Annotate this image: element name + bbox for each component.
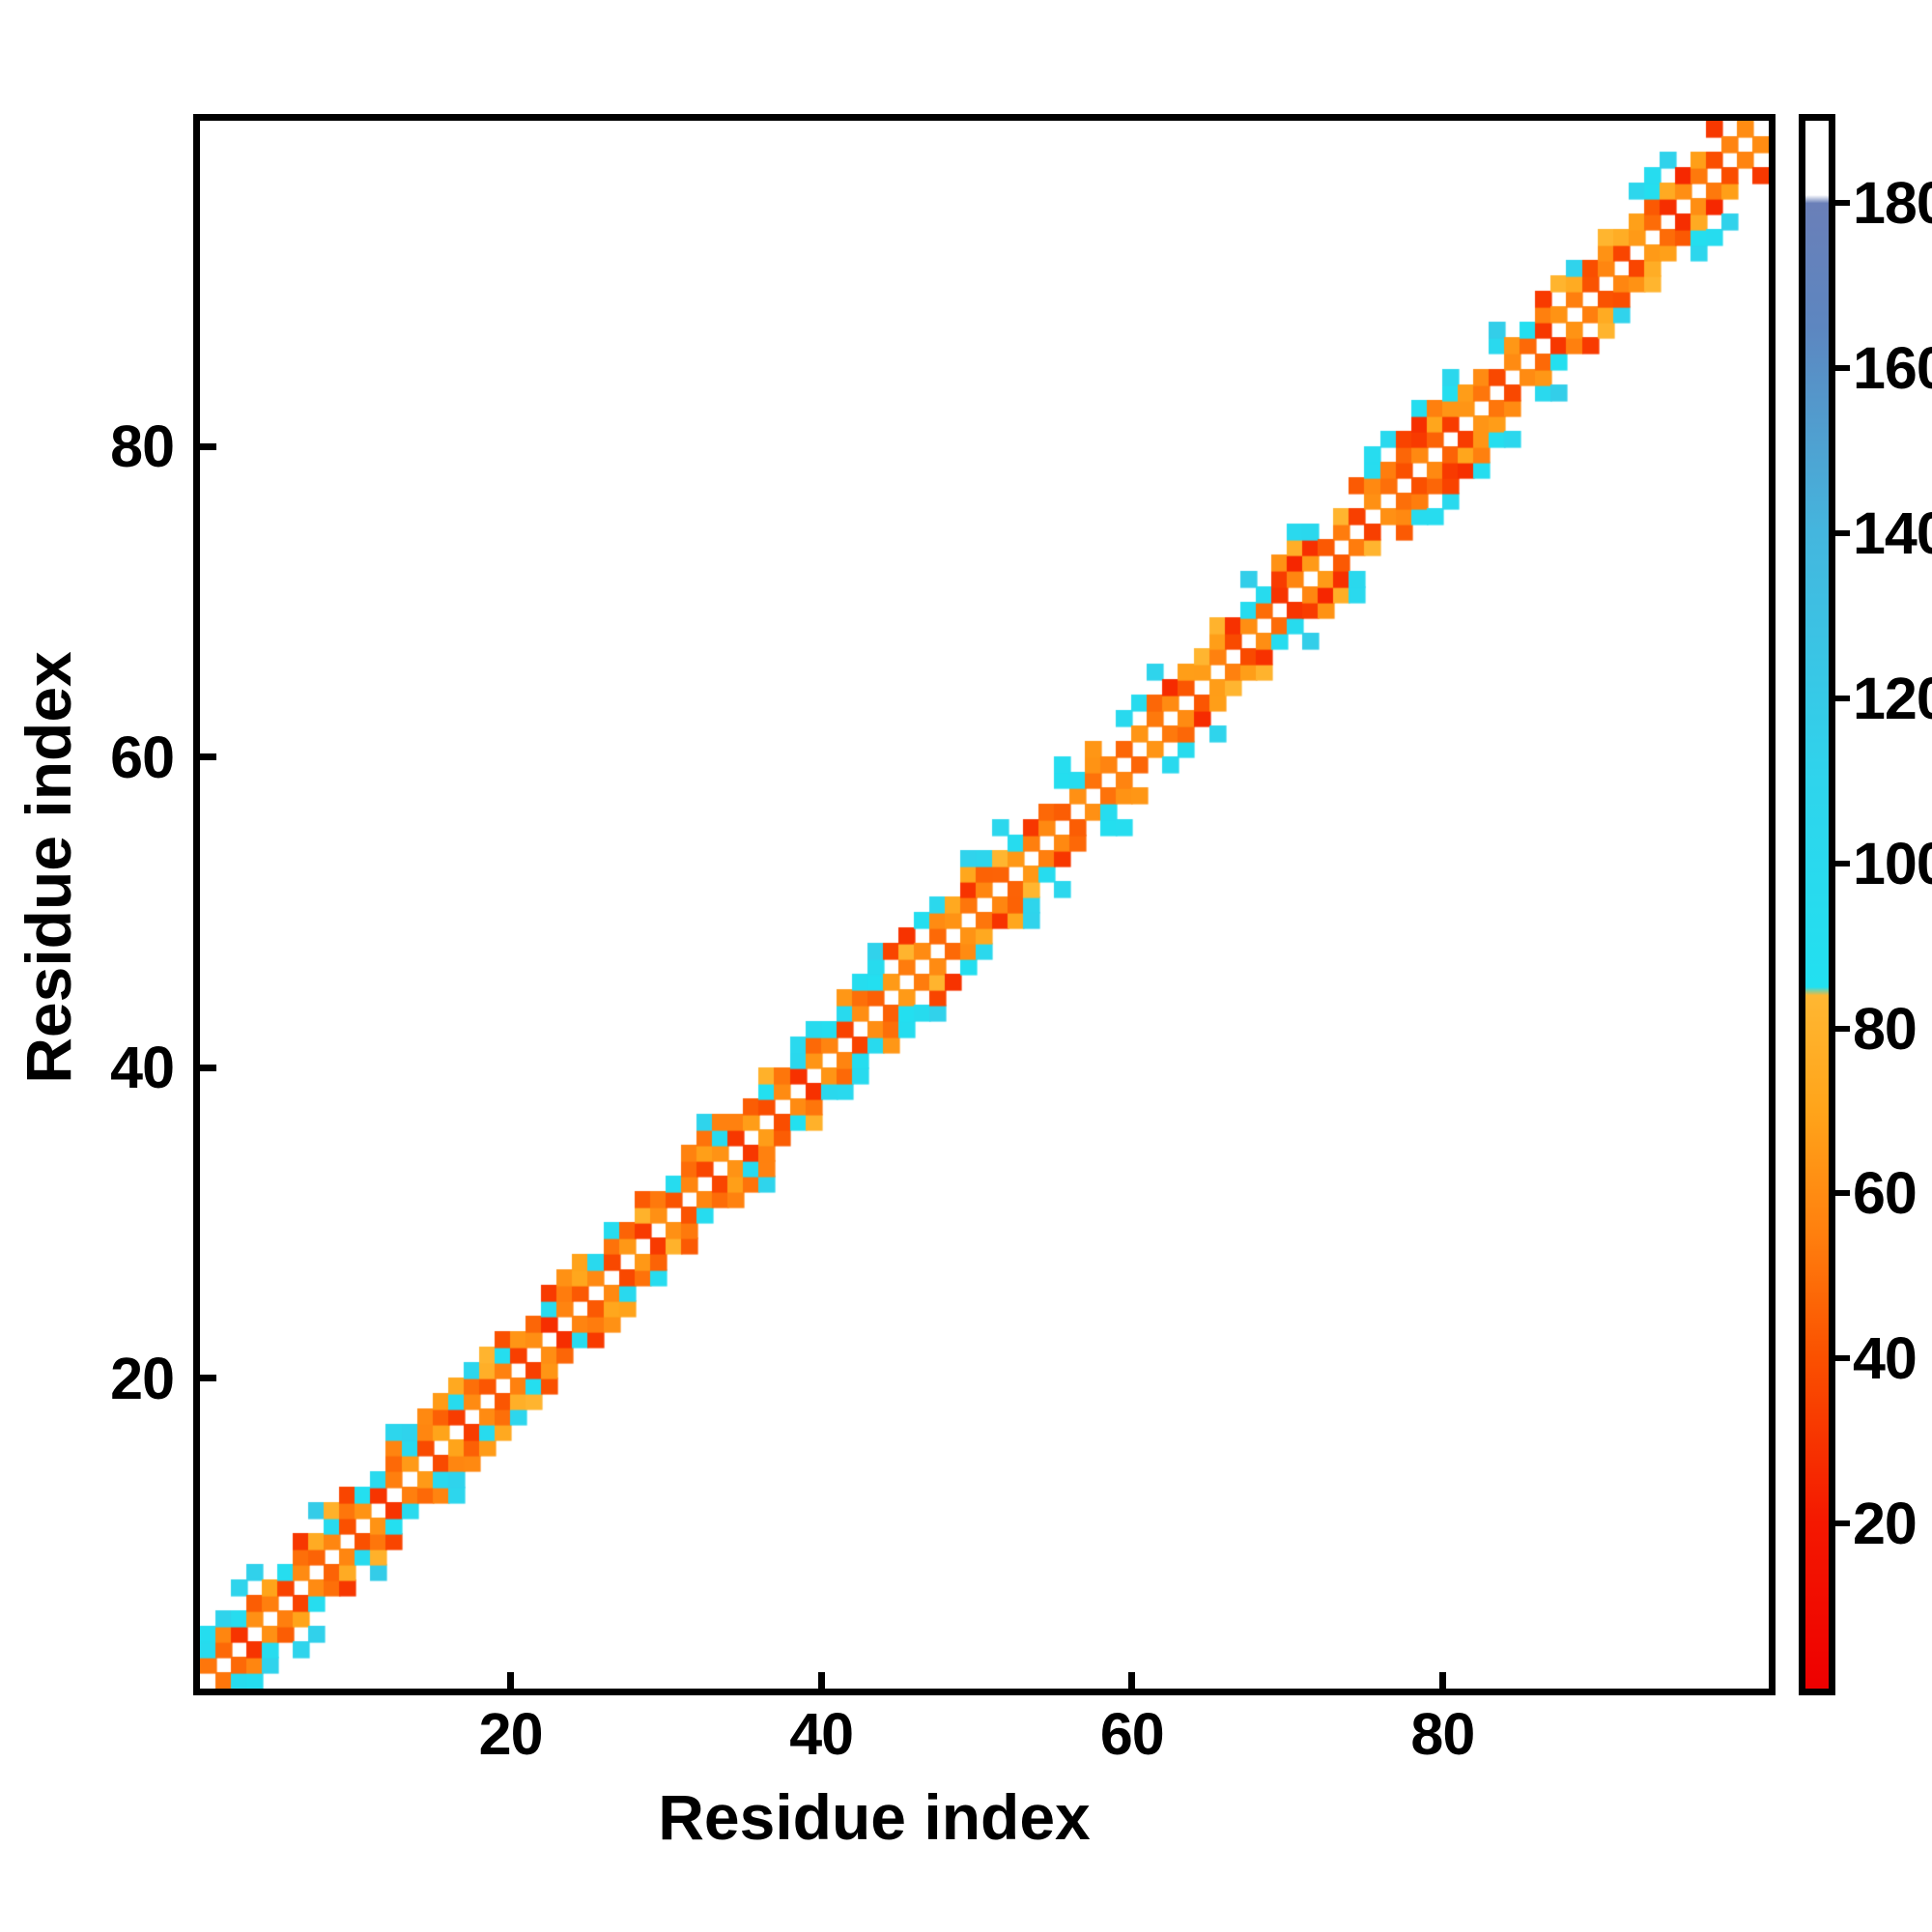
colorbar-tick-100 [1835,860,1850,867]
colorbar-tick-20 [1835,1520,1850,1527]
colorbar-tick-160 [1835,365,1850,372]
colorbar-label-20: 20 [1853,1491,1918,1557]
colorbar-label-140: 140 [1853,500,1932,567]
colorbar-tick-140 [1835,530,1850,537]
colorbar-label-180: 180 [1853,170,1932,237]
y-tick-label-40: 40 [110,1035,175,1101]
x-tick-label-40: 40 [789,1701,854,1767]
x-tick-20 [507,1672,515,1689]
y-tick-60 [200,753,216,761]
x-tick-label-20: 20 [478,1701,544,1767]
x-axis-title: Residue index [0,1780,1932,1854]
y-tick-label-20: 20 [110,1345,175,1411]
colorbar-label-160: 160 [1853,335,1932,402]
x-tick-40 [817,1672,825,1689]
colorbar-label-40: 40 [1853,1325,1918,1392]
colorbar-label-100: 100 [1853,830,1932,896]
colorbar-label-80: 80 [1853,995,1918,1062]
y-axis-title: Residue index [13,651,84,1084]
colorbar-tick-180 [1835,200,1850,207]
x-tick-label-80: 80 [1410,1701,1475,1767]
colorbar-tick-40 [1835,1355,1850,1362]
heatmap-canvas [200,121,1769,1689]
y-tick-20 [200,1375,216,1382]
y-tick-40 [200,1064,216,1071]
x-tick-label-60: 60 [1099,1701,1165,1767]
colorbar-tick-80 [1835,1025,1850,1032]
colorbar-label-60: 60 [1853,1160,1918,1227]
x-axis-title-text: Residue index [658,1781,1091,1853]
colorbar-tick-60 [1835,1190,1850,1197]
x-tick-60 [1128,1672,1136,1689]
colorbar [1799,114,1835,1695]
plot-area [193,114,1776,1695]
y-tick-80 [200,442,216,450]
colorbar-label-120: 120 [1853,665,1932,731]
x-tick-80 [1438,1672,1446,1689]
y-tick-label-60: 60 [110,724,175,790]
colorbar-gradient [1805,121,1829,1689]
colorbar-tick-120 [1835,695,1850,701]
y-tick-label-80: 80 [110,413,175,480]
